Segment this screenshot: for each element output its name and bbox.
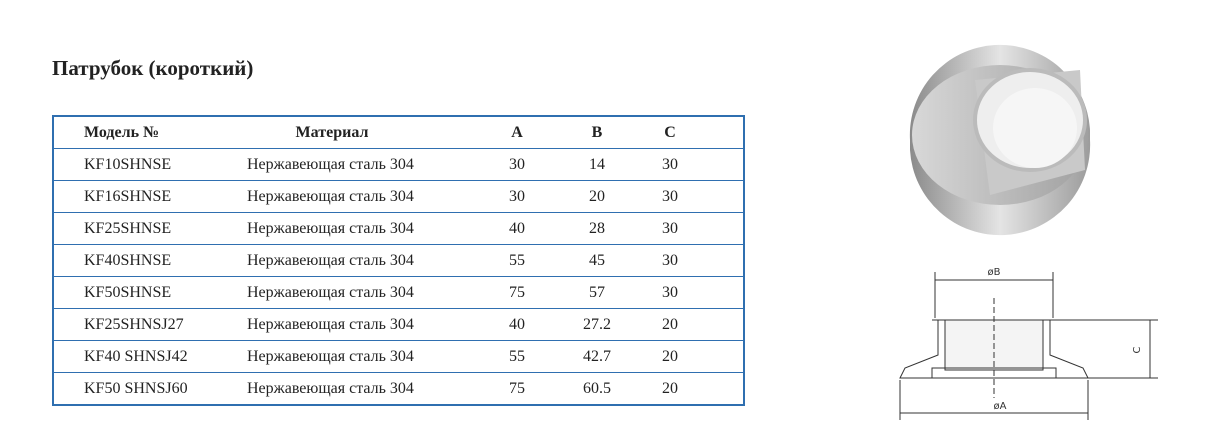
table-row: KF25SHNSE Нержавеющая сталь 304 40 28 30	[53, 212, 744, 245]
table-cell: Нержавеющая сталь 304	[247, 212, 477, 245]
table-row: KF10SHNSE Нержавеющая сталь 304 30 14 30	[53, 148, 744, 181]
column-header: B	[557, 116, 637, 149]
table-cell: 14	[557, 148, 637, 181]
dimension-label: øB	[988, 267, 1001, 278]
table-cell: KF50SHNSE	[53, 276, 247, 309]
table-cell: 30	[637, 148, 744, 181]
table-cell: 42.7	[557, 340, 637, 373]
table-cell: 30	[637, 212, 744, 245]
technical-drawing	[899, 272, 1158, 420]
title: Патрубок (короткий)	[52, 56, 254, 80]
table-row: KF50SHNSE Нержавеющая сталь 304 75 57 30	[53, 276, 744, 309]
table-cell: 40	[477, 308, 557, 341]
table-cell: 75	[509, 379, 525, 397]
table-cell: Нержавеющая сталь 304	[247, 148, 477, 181]
table-cell: 20	[662, 379, 678, 397]
table-cell: KF40 SHNSJ42	[53, 340, 247, 373]
table-cell: 60.5	[583, 379, 611, 397]
product-photo	[909, 44, 1091, 236]
table-cell: KF25SHNSE	[53, 212, 247, 245]
table-cell: 57	[557, 276, 637, 309]
table-cell: Нержавеющая сталь 304	[247, 276, 477, 309]
table-row: KF25SHNSJ27 Нержавеющая сталь 304 40 27.2 20	[53, 308, 744, 341]
table-cell: 30	[477, 180, 557, 213]
table-body: KF10SHNSE Нержавеющая сталь 304 30 14 30 KF16…	[53, 148, 744, 406]
table-cell: 75	[477, 276, 557, 309]
table-cell: 28	[557, 212, 637, 245]
table-cell: 45	[557, 244, 637, 277]
table-cell: 20	[557, 180, 637, 213]
table-cell: 55	[477, 244, 557, 277]
table-cell: Нержавеющая сталь 304	[247, 379, 414, 397]
table-cell: 20	[637, 340, 744, 373]
table-row: KF40 SHNSJ42 Нержавеющая сталь 304 55 42.7 2…	[53, 340, 744, 373]
table-cell: 30	[637, 244, 744, 277]
column-header: Материал	[247, 116, 477, 149]
table-cell: Нержавеющая сталь 304	[247, 244, 477, 277]
dimension-label: øA	[994, 401, 1007, 412]
column-header: A	[477, 116, 557, 149]
table-cell: KF50 SHNSJ60	[84, 379, 188, 397]
table-cell: 30	[637, 180, 744, 213]
table-cell: 27.2	[557, 308, 637, 341]
table-cell: Нержавеющая сталь 304	[247, 340, 477, 373]
table-cell: KF25SHNSJ27	[53, 308, 247, 341]
column-header: Модель №	[53, 116, 247, 149]
table-cell: Нержавеющая сталь 304	[247, 180, 477, 213]
column-header: C	[637, 116, 744, 149]
dimension-label: C	[1132, 346, 1143, 353]
table-cell: 20	[637, 308, 744, 341]
table-cell: 30	[477, 148, 557, 181]
table-cell: 55	[477, 340, 557, 373]
table-row: KF50 SHNSJ60 Нержавеющая сталь 304 75 60.5 2…	[53, 373, 744, 406]
table-row: KF16SHNSE Нержавеющая сталь 304 30 20 30	[53, 180, 744, 213]
table-cell: KF40SHNSE	[53, 244, 247, 277]
table-cell: KF16SHNSE	[53, 180, 247, 213]
table-row: KF40SHNSE Нержавеющая сталь 304 55 45 30	[53, 244, 744, 277]
table-cell: Нержавеющая сталь 304	[247, 308, 477, 341]
header-row: Модель № Материал A B C	[53, 116, 744, 149]
table-cell: 30	[637, 276, 744, 309]
spec-table: Модель № Материал A B C KF10SHNSE Нержавеющая…	[52, 115, 745, 406]
table-cell: 40	[477, 212, 557, 245]
table-cell: KF10SHNSE	[53, 148, 247, 181]
